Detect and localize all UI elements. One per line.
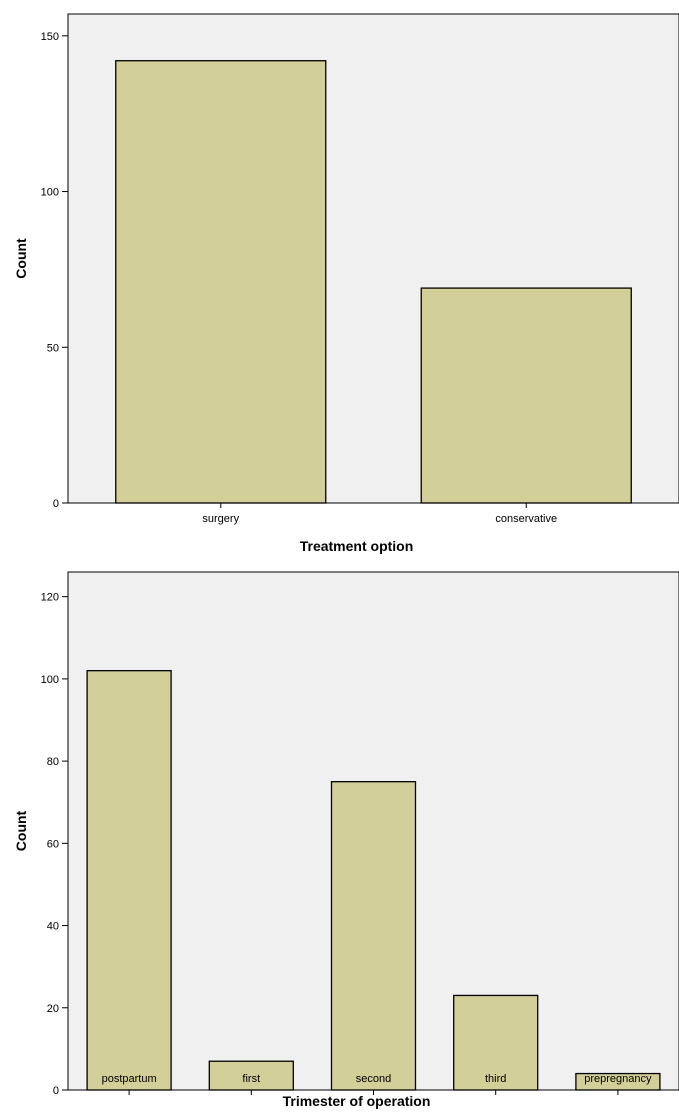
y-tick-label: 20 — [47, 1003, 59, 1015]
y-tick-label: 60 — [47, 838, 59, 850]
bar-surgery — [115, 60, 327, 504]
trimester-chart: 0 20 40 60 80 100 120 postpartum first second thir… — [13, 571, 679, 1109]
y-tick-label: 80 — [47, 756, 59, 768]
x-tick-label-first: first — [242, 1073, 260, 1085]
y-tick-label: 0 — [53, 1085, 59, 1097]
bar-third — [453, 994, 539, 1091]
bar-second — [330, 781, 417, 1091]
y-axis-title: Count — [13, 810, 29, 851]
x-tick-label-second: second — [356, 1073, 391, 1085]
treatment-option-chart: 0 50 100 150 surgery conservative Treatment op… — [13, 13, 679, 554]
y-tick-label: 0 — [53, 498, 59, 510]
y-tick-label: 40 — [47, 921, 59, 933]
x-axis-title: Treatment option — [300, 538, 414, 554]
y-tick-label: 120 — [41, 592, 59, 604]
x-axis-title: Trimester of operation — [283, 1093, 431, 1109]
y-tick-label: 50 — [47, 342, 59, 354]
x-tick-label-surgery: surgery — [202, 513, 239, 525]
y-axis-title: Count — [13, 238, 29, 279]
x-tick-label-third: third — [485, 1073, 506, 1085]
x-tick-label-postpartum: postpartum — [102, 1073, 157, 1085]
y-tick-label: 150 — [41, 31, 59, 43]
y-tick-label: 100 — [41, 674, 59, 686]
bar-postpartum — [86, 670, 172, 1091]
bar-conservative — [420, 287, 632, 504]
y-tick-label: 100 — [41, 187, 59, 199]
x-tick-label-conservative: conservative — [495, 513, 557, 525]
x-tick-label-prepregnancy: prepregnancy — [584, 1073, 652, 1085]
